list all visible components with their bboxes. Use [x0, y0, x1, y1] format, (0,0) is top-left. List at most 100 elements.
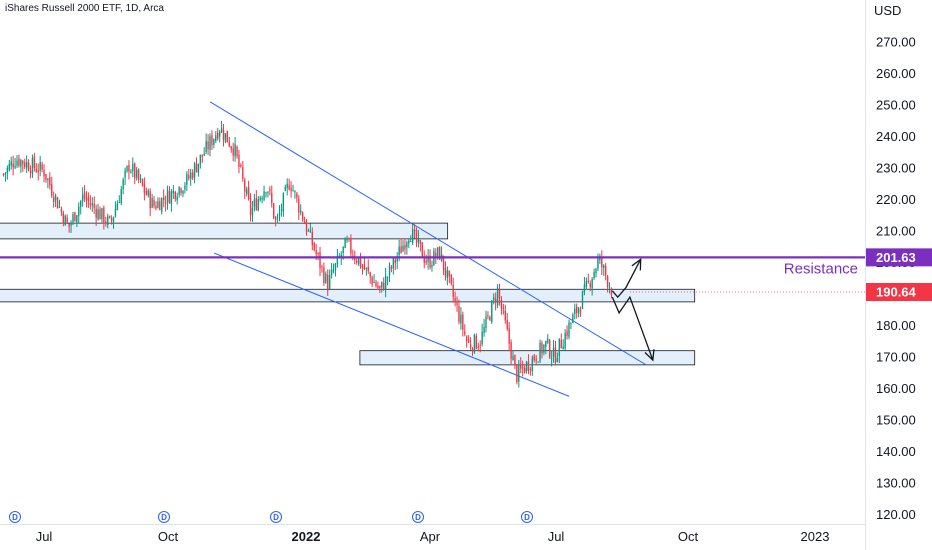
candle [95, 204, 97, 226]
candle [518, 359, 520, 388]
candle [37, 163, 39, 181]
candle [280, 203, 283, 217]
candle [604, 262, 607, 281]
candle [477, 342, 479, 352]
candle-body [172, 190, 175, 194]
candle [525, 360, 528, 374]
candle-body [533, 355, 535, 361]
candle [510, 339, 512, 364]
candle [350, 234, 352, 258]
candle [126, 165, 128, 173]
candle-body [604, 265, 607, 276]
candle-body [365, 267, 368, 269]
candle-body [74, 212, 76, 222]
candle [529, 366, 532, 376]
candle-body [25, 161, 28, 168]
candle-body [296, 193, 298, 198]
candle [213, 138, 215, 149]
candle [379, 285, 381, 294]
candle-body [589, 283, 591, 288]
candle-body [500, 299, 503, 309]
candle-body [550, 358, 553, 360]
candle [122, 177, 124, 195]
candle-body [558, 338, 561, 357]
candle-body [273, 203, 275, 219]
candle-body [516, 365, 518, 383]
candle-body [286, 183, 288, 188]
candle [97, 203, 99, 221]
candle-body [97, 209, 99, 220]
candle [508, 321, 510, 352]
candle-body [29, 171, 32, 173]
candle-body [435, 253, 437, 258]
candle [531, 355, 534, 376]
candle [606, 274, 609, 293]
candle-body [205, 141, 207, 153]
candle-body [400, 246, 402, 254]
candle [33, 152, 36, 172]
time-axis[interactable]: Jul Oct 2022 Apr Jul Oct 2023 [36, 529, 830, 544]
candle [489, 315, 491, 321]
candle-body [413, 229, 416, 232]
candle-body [147, 190, 149, 196]
candle-body [421, 242, 424, 258]
candle [282, 192, 285, 217]
candle [99, 206, 101, 220]
candle [473, 333, 476, 354]
candle [576, 303, 578, 319]
candle [78, 202, 80, 224]
candle-body [120, 188, 122, 204]
candle-body [87, 197, 90, 202]
candle-body [294, 191, 296, 193]
dividend-marker-label: D [415, 513, 421, 522]
candle-body [415, 229, 418, 243]
candle [186, 171, 188, 191]
candle-body [78, 206, 80, 216]
candle-body [321, 266, 323, 268]
candle-body [76, 215, 78, 223]
candle [458, 299, 460, 325]
candle-body [209, 136, 211, 150]
candle-body [195, 163, 198, 172]
candle-body [568, 322, 570, 337]
candle [234, 137, 236, 162]
candle-body [178, 186, 180, 195]
price-axis[interactable]: 270.00 260.00 250.00 240.00 230.00 220.00 210.… [876, 35, 916, 523]
candle [601, 250, 603, 276]
candle-body [332, 270, 335, 272]
candle [108, 215, 111, 219]
candle-body [512, 356, 514, 361]
candle-body [164, 202, 167, 204]
candle [265, 191, 267, 198]
candle-body [452, 284, 454, 297]
candle [267, 191, 269, 198]
candle [383, 277, 385, 291]
candle [313, 241, 315, 252]
candle [502, 303, 505, 315]
candle [327, 269, 329, 297]
candle [527, 354, 530, 375]
candle-body [315, 250, 317, 254]
projection-arrowhead [631, 258, 642, 271]
candle-body [319, 252, 321, 269]
candle [157, 197, 159, 209]
candle [452, 277, 454, 303]
candle [442, 255, 445, 276]
candle [261, 195, 263, 204]
candle [521, 360, 524, 377]
candle-body [249, 197, 252, 215]
candle [238, 149, 240, 174]
candle-body [62, 212, 65, 224]
candle-body [446, 270, 449, 278]
dividend-marker-circle [521, 511, 533, 523]
candle-body [464, 331, 466, 335]
candle-body [547, 338, 549, 343]
candle-body [66, 217, 68, 224]
candle [425, 254, 427, 266]
candle-body [579, 310, 582, 312]
candle-body [162, 197, 165, 201]
candle-body [207, 141, 209, 150]
candle-body [384, 275, 387, 290]
candle [182, 189, 184, 198]
